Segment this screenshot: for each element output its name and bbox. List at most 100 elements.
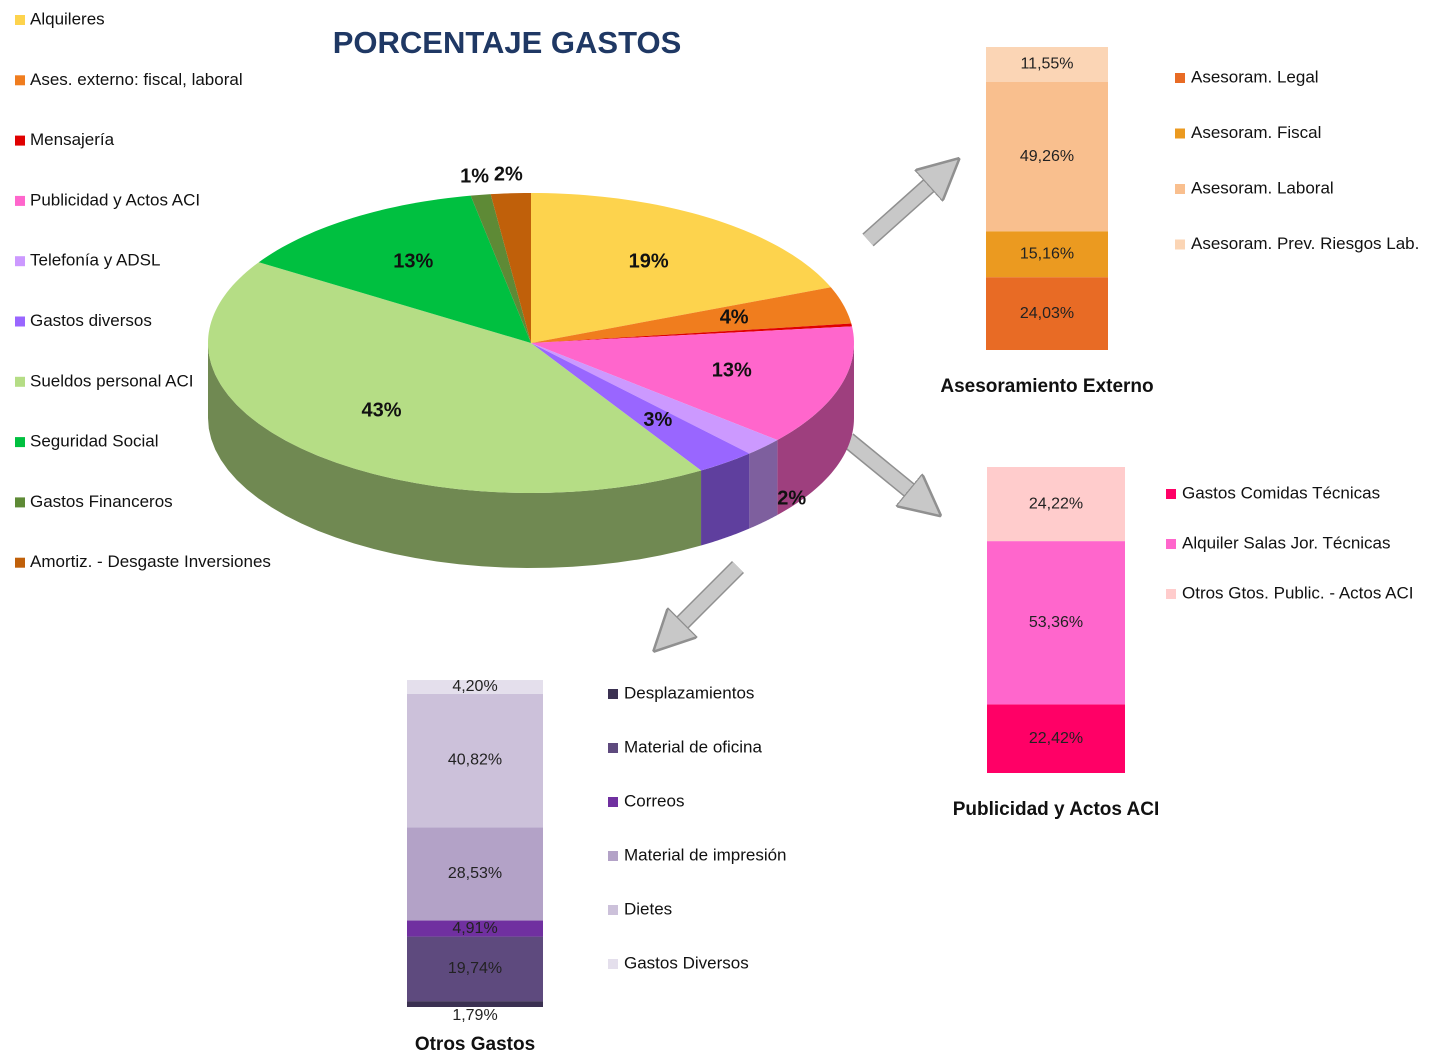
slice — [470, 194, 531, 343]
arrow — [843, 434, 925, 503]
slice — [258, 195, 531, 343]
bar-segment — [986, 231, 1108, 278]
legend-label: Asesoram. Prev. Riesgos Lab. — [1191, 234, 1419, 253]
slice — [208, 262, 702, 493]
chart-title: PORCENTAJE GASTOS — [333, 25, 682, 60]
bar-segment — [407, 827, 543, 921]
legend-swatch — [608, 689, 618, 699]
bar-segment — [407, 680, 543, 694]
arrows — [668, 172, 944, 637]
slice — [531, 343, 750, 471]
slice — [531, 323, 853, 343]
bar-segment — [407, 693, 543, 828]
legend-label: Gastos diversos — [30, 311, 152, 330]
slice-side — [777, 343, 854, 515]
legend-label: Gastos Financeros — [30, 492, 173, 511]
legend-label: Asesoram. Legal — [1191, 67, 1319, 86]
legend-label: Asesoram. Fiscal — [1191, 123, 1321, 142]
legend-swatch — [1166, 489, 1176, 499]
data-label: 19,74% — [448, 960, 502, 977]
bar-segment — [987, 704, 1125, 773]
bar-segment — [407, 1001, 543, 1007]
legend-label: Seguridad Social — [30, 432, 159, 451]
legend-swatch — [1175, 239, 1185, 250]
legend-label: Material de oficina — [624, 737, 763, 756]
data-label: 53,36% — [1029, 614, 1083, 631]
bar-segment — [987, 467, 1125, 542]
legend-swatch — [1166, 589, 1176, 599]
legend-swatch — [1175, 128, 1185, 139]
data-label: 22,42% — [1029, 730, 1083, 747]
legend-label: Desplazamientos — [624, 683, 754, 702]
legend-swatch — [15, 256, 25, 267]
legend-swatch — [608, 743, 618, 753]
data-label: 11,55% — [1020, 56, 1073, 73]
data-label: 13% — [712, 360, 752, 382]
data-label: 15,16% — [1020, 245, 1074, 262]
legend-label: Mensajería — [30, 130, 115, 149]
data-label: 1,79% — [452, 1007, 497, 1024]
data-label: 19% — [629, 251, 669, 273]
legend-swatch — [608, 905, 618, 915]
data-label: 43% — [361, 400, 401, 422]
data-label: 13% — [393, 251, 433, 273]
data-label: 24,03% — [1020, 305, 1074, 322]
legend-label: Amortiz. - Desgaste Inversiones — [30, 552, 271, 571]
legend-swatch — [15, 135, 25, 146]
legend-label: Gastos Diversos — [624, 953, 749, 972]
legend-label: Asesoram. Laboral — [1191, 178, 1334, 197]
legend-label: Ases. externo: fiscal, laboral — [30, 70, 243, 89]
data-label: 1% — [460, 165, 489, 187]
bar-segment — [986, 81, 1108, 232]
legend-label: Publicidad y Actos ACI — [30, 190, 200, 209]
data-label: 40,82% — [448, 752, 502, 769]
legend-swatch — [15, 316, 25, 327]
slice — [531, 287, 852, 343]
chart-title: Otros Gastos — [415, 1034, 535, 1055]
legend-swatch — [15, 195, 25, 206]
data-label: 2% — [777, 488, 806, 510]
legend-swatch — [15, 497, 25, 508]
data-label: 49,26% — [1020, 148, 1074, 165]
slice — [531, 193, 831, 343]
legend-swatch — [1175, 73, 1185, 83]
legend-swatch — [608, 797, 618, 807]
data-label: 4% — [720, 307, 749, 329]
legend-swatch — [608, 959, 618, 969]
data-label: 24,22% — [1029, 495, 1083, 512]
legend-label: Correos — [624, 791, 684, 810]
data-label: 28,53% — [448, 865, 502, 882]
data-label: 4,91% — [452, 920, 497, 937]
legend-label: Material de impresión — [624, 845, 787, 864]
legend-swatch — [1175, 184, 1185, 194]
legend-swatch — [15, 437, 25, 448]
legend-label: Alquileres — [30, 9, 105, 28]
legend-swatch — [15, 75, 25, 86]
bar-segment — [407, 920, 543, 937]
slice — [490, 193, 531, 343]
arrow — [668, 562, 743, 637]
legend-label: Gastos Comidas Técnicas — [1182, 483, 1380, 502]
legend-label: Otros Gtos. Public. - Actos ACI — [1182, 583, 1413, 602]
slice-side — [749, 439, 778, 529]
data-label: 3% — [643, 409, 672, 431]
legend-swatch — [15, 376, 25, 387]
slice-side — [208, 343, 702, 568]
legend-label: Telefonía y ADSL — [30, 251, 160, 270]
chart-title: Publicidad y Actos ACI — [953, 799, 1160, 820]
slice-side — [701, 453, 750, 546]
slice — [531, 343, 778, 454]
slice — [531, 326, 854, 440]
chart-title: Asesoramiento Externo — [940, 376, 1153, 397]
arrow — [863, 172, 944, 246]
bar-segment — [986, 277, 1108, 350]
bar-segment — [987, 541, 1125, 705]
legend-label: Alquiler Salas Jor. Técnicas — [1182, 533, 1391, 552]
data-label: 4,20% — [452, 678, 497, 695]
bar-segment — [407, 936, 543, 1002]
legend-swatch — [15, 557, 25, 568]
legend-label: Dietes — [624, 899, 672, 918]
legend-label: Sueldos personal ACI — [30, 371, 194, 390]
legend-swatch — [1166, 539, 1176, 549]
